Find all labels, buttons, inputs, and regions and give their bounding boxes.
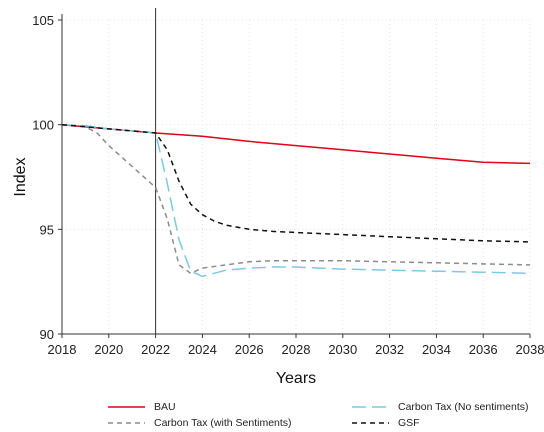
legend: BAU Carbon Tax (No sentiments) Carbon Tax …: [108, 401, 529, 429]
x-tick-label: 2024: [188, 342, 217, 357]
legend-label: Carbon Tax (with Sentiments): [154, 417, 292, 429]
legend-label: Carbon Tax (No sentiments): [398, 401, 529, 413]
y-tick-label: 90: [40, 327, 54, 342]
y-tick-label: 95: [40, 222, 54, 237]
x-tick-label: 2020: [94, 342, 123, 357]
x-tick-label: 2030: [328, 342, 357, 357]
series-line-carbon-tax-no-sentiments: [61, 123, 531, 278]
y-axis-title: Index: [12, 157, 29, 196]
legend-label: BAU: [154, 401, 176, 413]
legend-label: GSF: [398, 417, 420, 429]
axes: [58, 8, 531, 338]
y-tick-label: 100: [32, 118, 54, 133]
x-tick-label: 2032: [375, 342, 404, 357]
x-tick-label: 2038: [516, 342, 544, 357]
x-tick-label: 2026: [235, 342, 264, 357]
tick-labels: 2018 2020 2022 2024 2026 2028 2030 2032 2034 2036…: [32, 13, 544, 357]
x-tick-label: 2022: [141, 342, 170, 357]
series-line-carbon-tax-with-sentiments: [61, 123, 531, 275]
x-tick-label: 2018: [48, 342, 77, 357]
x-axis-title: Years: [276, 370, 316, 387]
series-lines: [61, 123, 531, 278]
series-line-gsf: [61, 123, 531, 243]
y-tick-label: 105: [32, 13, 54, 28]
x-tick-label: 2028: [282, 342, 311, 357]
series-line-bau: [61, 123, 531, 165]
x-tick-label: 2036: [469, 342, 498, 357]
grid: [61, 19, 531, 335]
x-tick-label: 2034: [422, 342, 451, 357]
